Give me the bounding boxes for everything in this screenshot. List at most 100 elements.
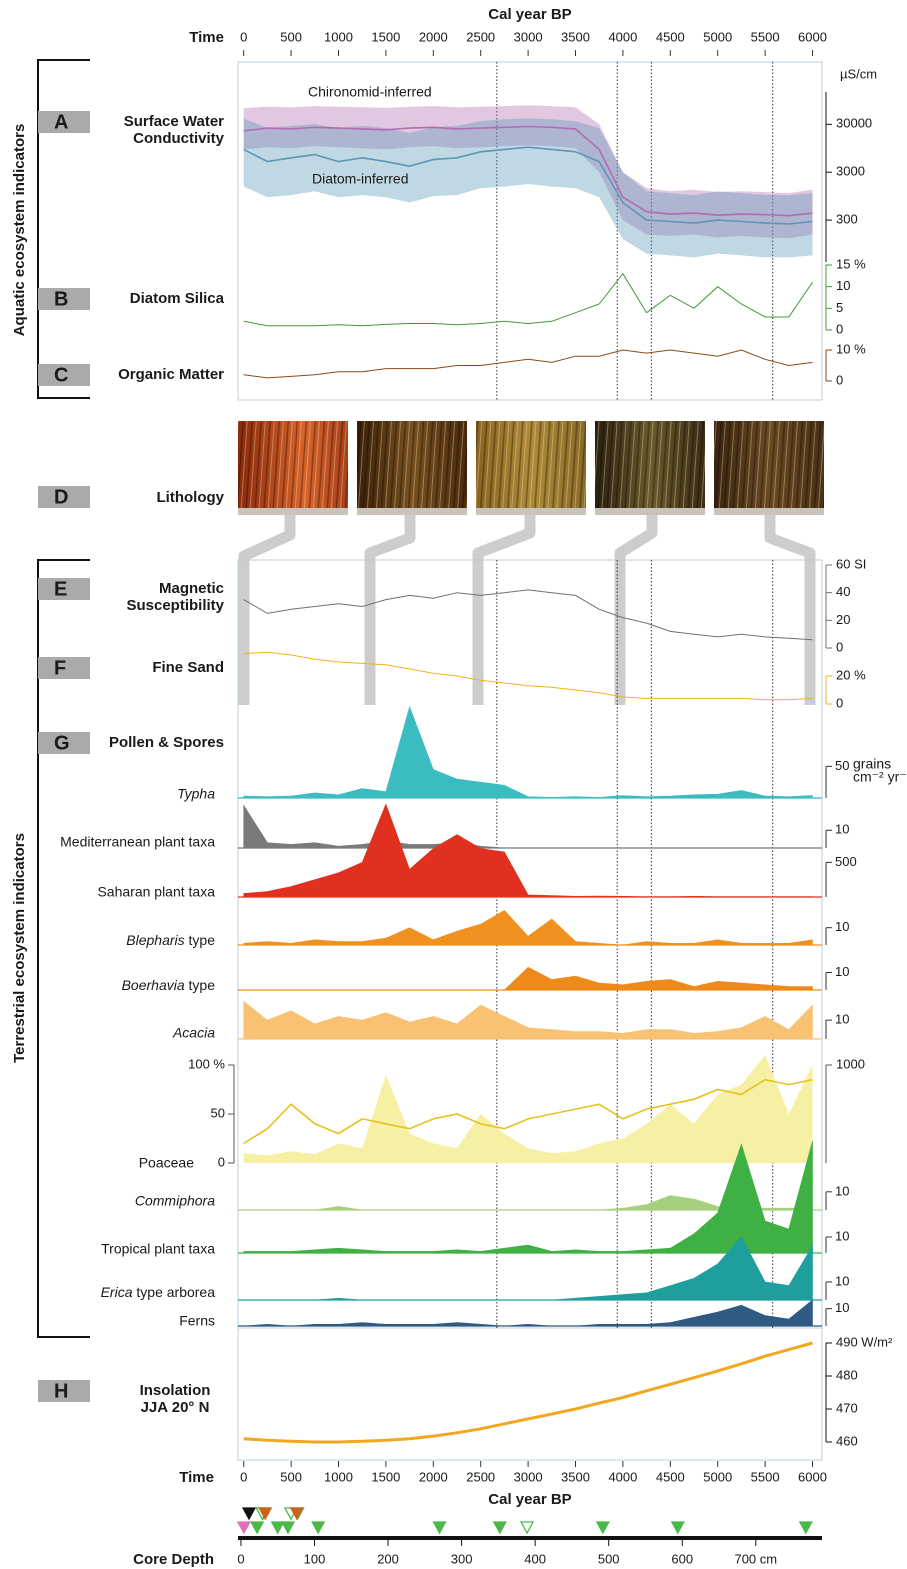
x-tick-label: 1000	[324, 29, 353, 44]
series-line	[243, 1078, 813, 1145]
panel-frame	[237, 1327, 823, 1461]
y-tick-label: 0	[218, 1154, 225, 1169]
x-tick-label: 3000	[514, 29, 543, 44]
depth-axis-title: Core Depth	[133, 1551, 214, 1568]
y-tick-label: 10	[835, 822, 849, 837]
y-tick-label: 500	[835, 854, 857, 869]
lithology-photos	[238, 421, 824, 515]
y-tick-label: 10	[835, 964, 849, 979]
depth-tick-label: 200	[377, 1551, 399, 1566]
connector	[238, 515, 296, 705]
area	[243, 1299, 813, 1327]
panel-letter: G	[54, 732, 70, 754]
y-tick-label: 0	[836, 639, 843, 654]
y-tick-label: 10 %	[836, 341, 866, 356]
panel-title: JJA 20° N	[141, 1399, 210, 1416]
core-photo-texture	[357, 421, 467, 515]
y-tick-label: 0	[836, 695, 843, 710]
y-axis-unit: grains	[853, 756, 891, 772]
date-marker	[250, 1521, 265, 1535]
group-label: Aquatic ecosystem indicators	[11, 124, 28, 337]
y-tick-label: 100 %	[188, 1056, 225, 1071]
group-bracket	[37, 59, 90, 399]
y-tick-label: 10	[835, 1183, 849, 1198]
x-axis-title: Time	[189, 29, 224, 46]
x-tick-label: 5500	[751, 1469, 780, 1484]
letter-box	[38, 578, 90, 600]
x-tick-label: 5000	[703, 1469, 732, 1484]
ruler	[714, 508, 824, 515]
area	[243, 910, 813, 946]
taxon-label: Tropical plant taxa	[101, 1241, 215, 1257]
panel-title: Pollen & Spores	[109, 734, 224, 751]
x-axis-label: Cal year BP	[488, 1491, 571, 1508]
panel-title: Lithology	[157, 489, 225, 506]
area	[243, 804, 813, 849]
panel-title: Surface Water	[124, 113, 224, 130]
date-marker	[311, 1521, 326, 1535]
area	[243, 803, 813, 898]
x-tick-label: 5000	[703, 29, 732, 44]
y-tick-label: 10	[835, 1012, 849, 1027]
x-tick-label: 3000	[514, 1469, 543, 1484]
panel-title: Fine Sand	[152, 659, 224, 676]
panel-title: Magnetic	[159, 580, 224, 597]
panel-title: Insolation	[140, 1382, 211, 1399]
panel-title: Conductivity	[133, 130, 224, 147]
series-line	[243, 272, 813, 327]
x-tick-label: 0	[240, 29, 247, 44]
date-marker	[241, 1507, 257, 1521]
y-tick-label: 490 W/m²	[836, 1334, 893, 1349]
connector	[614, 515, 658, 705]
series-line	[243, 146, 813, 225]
x-tick-label: 6000	[798, 29, 827, 44]
connector	[764, 515, 816, 705]
taxon-label: Mediterranean plant taxa	[60, 834, 215, 850]
x-tick-label: 4000	[608, 1469, 637, 1484]
depth-tick-label: 300	[451, 1551, 473, 1566]
series-line	[243, 349, 813, 379]
uncertainty-band	[243, 118, 813, 258]
panel-letter: B	[54, 288, 68, 310]
area	[243, 966, 813, 991]
taxon-label: Ferns	[179, 1313, 215, 1329]
x-tick-label: 3500	[561, 29, 590, 44]
y-axis-unit: cm⁻² yr⁻¹	[853, 769, 907, 785]
series-label: Chironomid-inferred	[308, 84, 432, 100]
taxon-label: Boerhavia type	[122, 977, 216, 993]
series-line	[243, 125, 813, 217]
taxon-label: Acacia	[172, 1025, 215, 1041]
x-tick-label: 6000	[798, 1469, 827, 1484]
date-marker	[280, 1521, 296, 1535]
letter-box	[38, 111, 90, 133]
y-tick-label: 10	[835, 1300, 849, 1315]
x-tick-label: 3500	[561, 1469, 590, 1484]
y-tick-label: 0	[836, 372, 843, 387]
series-line	[243, 651, 813, 701]
photo-connectors	[238, 515, 816, 705]
x-tick-label: 4500	[656, 29, 685, 44]
y-tick-label: 30000	[836, 116, 872, 131]
y-tick-label: 10	[835, 919, 849, 934]
ruler	[595, 508, 705, 515]
group-label: Terrestrial ecosystem indicators	[11, 833, 28, 1063]
x-tick-label: 0	[240, 1469, 247, 1484]
y-axis-unit: µS/cm	[840, 66, 877, 81]
panel-letter: D	[54, 486, 68, 508]
date-marker	[432, 1521, 447, 1535]
depth-tick-label: 500	[598, 1551, 620, 1566]
area	[243, 1055, 813, 1163]
y-tick-label: 40	[836, 584, 850, 599]
series-label: Diatom-inferred	[312, 171, 408, 187]
series-line	[243, 589, 813, 641]
x-tick-label: 2000	[419, 29, 448, 44]
y-tick-label: 50	[835, 758, 849, 773]
taxon-label: Poaceae	[139, 1155, 194, 1171]
letter-box	[38, 288, 90, 310]
x-tick-label: 500	[280, 1469, 302, 1484]
x-tick-label: 2000	[419, 1469, 448, 1484]
letter-box	[38, 657, 90, 679]
series-line	[243, 1341, 813, 1444]
